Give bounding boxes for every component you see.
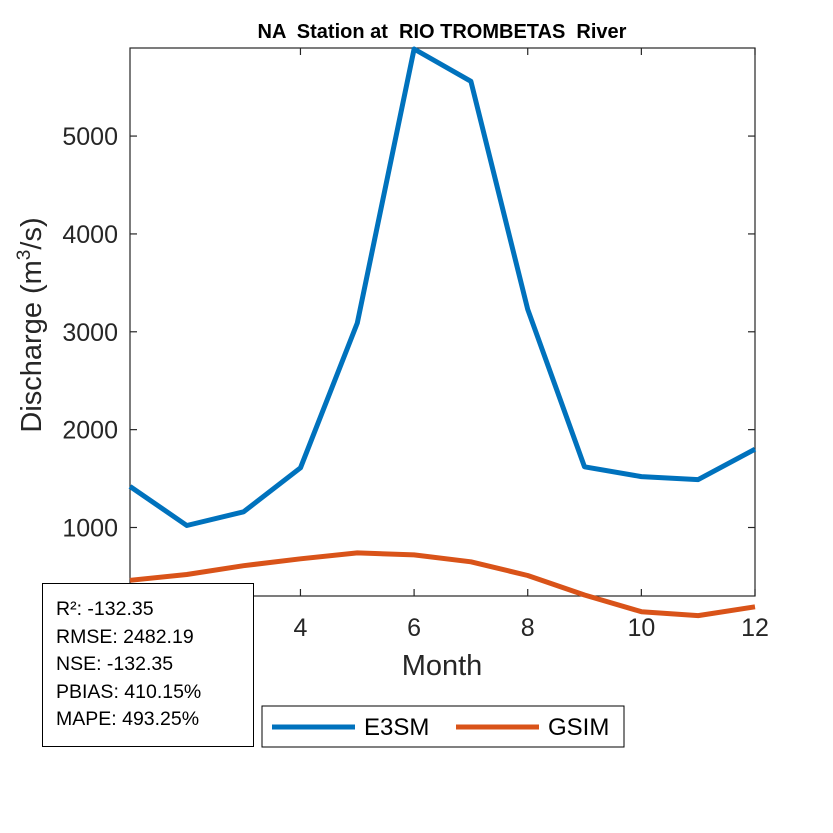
legend-label-gsim: GSIM	[548, 714, 609, 741]
stat-pbias: PBIAS: 410.15%	[56, 680, 202, 703]
x-tick-label: 10	[627, 614, 655, 642]
x-axis-label: Month	[402, 650, 483, 682]
y-tick-label: 5000	[62, 123, 118, 151]
x-tick-label: 4	[294, 614, 308, 642]
y-tick-label: 1000	[62, 515, 118, 543]
plot-area	[129, 47, 756, 597]
x-tick-label: 8	[521, 614, 535, 642]
y-axis-label-main: Discharge (m	[16, 260, 48, 432]
y-tick-label: 4000	[62, 221, 118, 249]
x-axis: 4 6 8 10 12	[294, 48, 769, 642]
series-line-gsim	[129, 550, 756, 619]
x-tick-label: 12	[741, 614, 769, 642]
stat-mape: MAPE: 493.25%	[56, 708, 200, 731]
legend-label-e3sm: E3SM	[364, 714, 429, 741]
y-axis-label: Discharge (m3/s)	[14, 217, 48, 432]
x-tick-label: 6	[407, 614, 421, 642]
stats-box: R²: -132.35 RMSE: 2482.19 NSE: -132.35 P…	[42, 583, 254, 747]
y-tick-label: 2000	[62, 417, 118, 445]
series-layer	[128, 46, 757, 619]
stat-nse: NSE: -132.35	[56, 653, 174, 676]
stat-rmse: RMSE: 2482.19	[56, 625, 194, 648]
y-axis-label-tail: /s)	[16, 217, 48, 249]
chart-title: NA Station at RIO TROMBETAS River	[258, 21, 627, 43]
legend: E3SM GSIM	[261, 705, 625, 748]
stat-r2: R²: -132.35	[56, 598, 154, 620]
y-tick-label: 3000	[62, 319, 118, 347]
y-axis: 1000 2000 3000 4000 5000	[62, 123, 755, 543]
series-line-e3sm	[128, 46, 757, 528]
y-axis-label-superscript: 3	[14, 250, 35, 261]
